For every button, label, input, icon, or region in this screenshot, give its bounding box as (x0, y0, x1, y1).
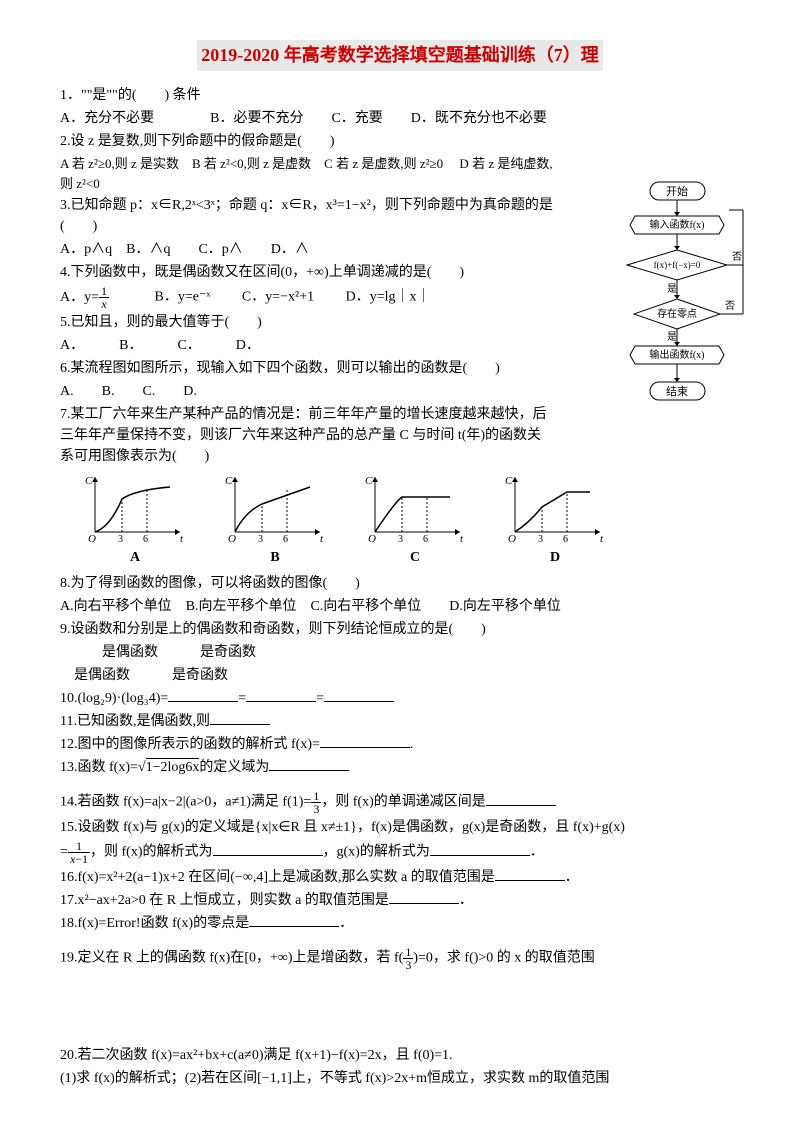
q3: 3.已知命题 p：x∈R,2ˣ<3ˣ；命题 q：x∈R，x³=1−x²，则下列命… (60, 195, 555, 237)
q3-opts: A．p∧q B．∧q C．p∧ D．∧ (60, 239, 555, 260)
svg-text:C: C (85, 475, 93, 487)
fc-cond2: 存在零点 (657, 307, 697, 320)
svg-text:6: 6 (143, 534, 148, 545)
q13: 13.函数 f(x)=√1−2log6x的定义域为 (60, 757, 740, 778)
svg-text:O: O (228, 533, 236, 545)
svg-text:O: O (368, 533, 376, 545)
fc-output: 输出函数f(x) (650, 348, 705, 361)
q2-opts: A 若 z²≥0,则 z 是实数 B 若 z²<0,则 z 是虚数 C 若 z … (60, 154, 555, 193)
flowchart: 开始 输入函数f(x) f(x)+f(−x)=0 是 否 存在零点 是 否 输出… (605, 180, 750, 430)
chart-c: C O t 3 6 C (360, 472, 470, 568)
q4-d: D．y=lg｜x｜ (346, 290, 431, 305)
svg-text:6: 6 (563, 534, 568, 545)
page-title: 2019-2020 年高考数学选择填空题基础训练（7）理 (197, 40, 603, 71)
svg-text:C: C (505, 475, 513, 487)
q16: 16.f(x)=x²+2(a−1)x+2 在区间(−∞,4]上是减函数,那么实数… (60, 867, 740, 888)
chart-b: C O t 3 6 B (220, 472, 330, 568)
q9: 9.设函数和分别是上的偶函数和奇函数，则下列结论恒成立的是( ) (60, 619, 740, 640)
svg-text:3: 3 (118, 534, 123, 545)
chart-b-label: B (220, 547, 330, 568)
svg-text:3: 3 (258, 534, 263, 545)
q19: 19.定义在 R 上的偶函数 f(x)在[0，+∞)上是增函数，若 f(13)=… (60, 946, 740, 971)
fc-yes1: 是 (667, 283, 677, 295)
q2: 2.设 z 是复数,则下列命题中的假命题是( ) (60, 131, 555, 152)
chart-a: C O t 3 6 A A (80, 472, 190, 568)
fc-end: 结束 (666, 385, 688, 398)
fc-no1: 否 (732, 251, 742, 263)
fc-yes2: 是 (667, 331, 677, 343)
svg-text:3: 3 (538, 534, 543, 545)
q10: 10.(log₂9)·(log₃4)=== (60, 688, 740, 709)
chart-d-label: D (500, 547, 610, 568)
q20: 20.若二次函数 f(x)=ax²+bx+c(a≠0)满足 f(x+1)−f(x… (60, 1045, 740, 1066)
q6-opts: A. B. C. D. (60, 381, 555, 402)
q1: 1．""是""的( ) 条件 (60, 85, 555, 106)
q1-opts: A．充分不必要 B．必要不充分 C．充要 D．既不充分也不必要 (60, 108, 555, 129)
fc-no2: 否 (725, 300, 735, 312)
fc-cond1: f(x)+f(−x)=0 (654, 260, 701, 270)
q4-opts: A．y=1x B．y=e⁻ˣ C．y=−x²+1 D．y=lg｜x｜ (60, 285, 555, 310)
q11: 11.已知函数,是偶函数,则 (60, 711, 740, 732)
q8-opts: A.向右平移个单位 B.向左平移个单位 C.向右平移个单位 D.向左平移个单位 (60, 596, 740, 617)
q15-cont: =1x−1，则 f(x)的解析式为，g(x)的解析式为． (60, 840, 740, 865)
svg-text:C: C (225, 475, 233, 487)
q7: 7.某工厂六年来生产某种产品的情况是：前三年年产量的增长速度越来越快，后三年年产… (60, 404, 555, 467)
q7-charts: C O t 3 6 A A C O t 3 6 B (80, 472, 740, 568)
q6: 6.某流程图如图所示，现输入如下四个函数，则可以输出的函数是( ) (60, 358, 555, 379)
q15: 15.设函数 f(x)与 g(x)的定义域是{x|x∈R 且 x≠±1}，f(x… (60, 817, 740, 838)
q18: 18.f(x)=Error!函数 f(x)的零点是． (60, 913, 740, 934)
svg-text:C: C (365, 475, 373, 487)
chart-c-label: C (360, 547, 470, 568)
svg-text:t: t (180, 533, 184, 545)
chart-a-label: A (80, 547, 190, 568)
q20-sub: (1)求 f(x)的解析式；(2)若在区间[−1,1]上，不等式 f(x)>2x… (60, 1068, 740, 1089)
svg-text:6: 6 (423, 534, 428, 545)
fc-input: 输入函数f(x) (650, 218, 705, 231)
q4: 4.下列函数中，既是偶函数又在区间(0，+∞)上单调递减的是( ) (60, 262, 555, 283)
q9-opts2: 是偶函数 是奇函数 (60, 665, 740, 686)
q4-a: A．y=1x (60, 290, 109, 305)
q12: 12.图中的图像所表示的函数的解析式 f(x)=. (60, 734, 740, 755)
svg-text:t: t (600, 533, 604, 545)
q5-opts: A． B． C． D． (60, 335, 555, 356)
q5: 5.已知且，则的最大值等于( ) (60, 312, 555, 333)
svg-text:t: t (460, 533, 464, 545)
svg-text:6: 6 (283, 534, 288, 545)
fc-start: 开始 (666, 184, 688, 198)
chart-d: C O t 3 6 D (500, 472, 610, 568)
q4-c: C．y=−x²+1 (242, 290, 314, 305)
q8: 8.为了得到函数的图像，可以将函数的图像( ) (60, 573, 740, 594)
svg-text:t: t (320, 533, 324, 545)
q9-opts1: 是偶函数 是奇函数 (60, 642, 740, 663)
svg-text:3: 3 (398, 534, 403, 545)
q4-b: B．y=e⁻ˣ (155, 290, 211, 305)
q14: 14.若函数 f(x)=a|x−2|(a>0，a≠1)满足 f(1)=13，则 … (60, 790, 740, 815)
svg-text:O: O (508, 533, 516, 545)
q17: 17.x²−ax+2a>0 在 R 上恒成立，则实数 a 的取值范围是． (60, 890, 740, 911)
svg-text:O: O (88, 533, 96, 545)
